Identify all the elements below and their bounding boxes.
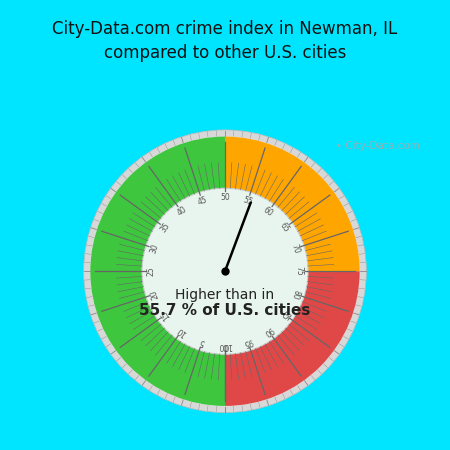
Wedge shape [90, 137, 225, 406]
Text: 70: 70 [289, 243, 301, 255]
Text: • City-Data.com: • City-Data.com [336, 141, 420, 151]
Text: 65: 65 [278, 221, 291, 234]
Text: 35: 35 [159, 221, 172, 234]
Text: 30: 30 [149, 243, 161, 255]
Text: 80: 80 [289, 288, 301, 300]
Circle shape [142, 188, 308, 354]
Text: 40: 40 [175, 205, 188, 218]
Text: 100: 100 [218, 341, 232, 350]
Text: 0: 0 [223, 341, 227, 350]
Text: 85: 85 [278, 308, 291, 321]
Text: 55: 55 [242, 195, 254, 207]
Text: 45: 45 [196, 195, 208, 207]
Text: 5: 5 [198, 337, 206, 347]
Text: 20: 20 [149, 288, 161, 300]
Text: Higher than in: Higher than in [176, 288, 274, 302]
Text: 60: 60 [262, 205, 275, 218]
Circle shape [84, 130, 366, 413]
Text: City-Data.com crime index in Newman, IL
compared to other U.S. cities: City-Data.com crime index in Newman, IL … [52, 20, 398, 62]
Text: 55.7 % of U.S. cities: 55.7 % of U.S. cities [140, 302, 310, 318]
Text: 75: 75 [294, 266, 303, 276]
Text: 10: 10 [175, 324, 188, 338]
Text: 15: 15 [159, 308, 172, 321]
Text: 50: 50 [220, 193, 230, 202]
Wedge shape [225, 137, 360, 271]
Text: 90: 90 [262, 324, 275, 338]
Text: 95: 95 [242, 336, 254, 347]
Wedge shape [90, 137, 360, 406]
Wedge shape [225, 271, 360, 406]
Text: 25: 25 [147, 266, 156, 276]
